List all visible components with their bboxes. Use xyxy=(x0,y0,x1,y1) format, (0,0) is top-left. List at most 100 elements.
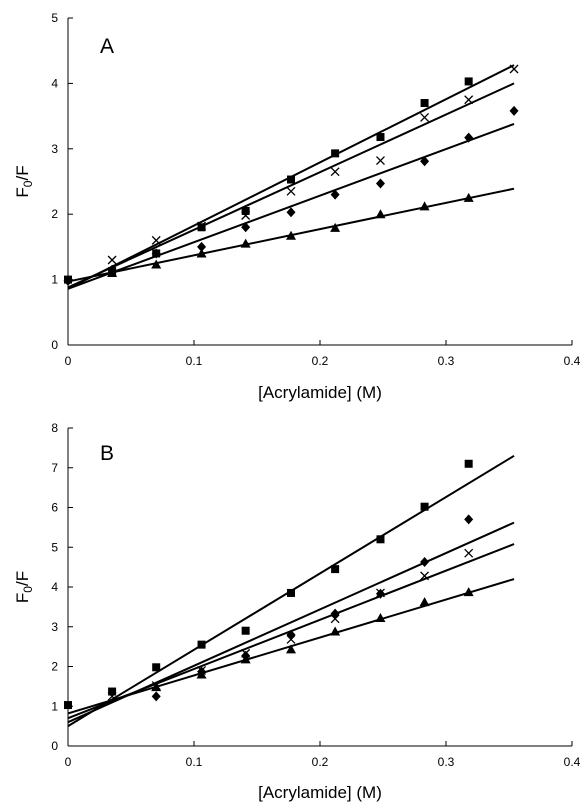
data-point xyxy=(375,178,385,189)
data-point xyxy=(376,156,385,166)
data-point-stroke xyxy=(286,635,296,644)
x-tick-label: 0.4 xyxy=(564,755,581,769)
data-point-stroke xyxy=(330,614,340,624)
data-point xyxy=(420,502,429,511)
data-point-stroke xyxy=(241,211,251,220)
series-triangle xyxy=(67,578,515,715)
data-point-stroke xyxy=(107,255,117,265)
y-axis-label-main: F xyxy=(13,187,32,197)
data-point-stroke xyxy=(420,571,430,581)
data-point-stroke xyxy=(107,691,117,701)
data-point xyxy=(241,648,251,658)
data-point xyxy=(420,571,430,581)
series-x xyxy=(67,64,519,289)
y-tick-label: 1 xyxy=(51,273,58,287)
y-axis-label-main: F xyxy=(13,593,32,603)
series-diamond xyxy=(63,105,519,290)
data-point xyxy=(376,588,385,598)
data-point xyxy=(330,222,341,232)
y-tick-label: 0 xyxy=(51,739,58,753)
data-point xyxy=(420,556,430,567)
data-point xyxy=(330,189,340,200)
data-point xyxy=(287,175,296,184)
data-point xyxy=(151,682,162,692)
data-point xyxy=(241,626,250,635)
data-point xyxy=(463,192,474,202)
data-point xyxy=(331,565,340,574)
data-point xyxy=(241,211,251,220)
data-point-stroke xyxy=(151,235,161,245)
data-point xyxy=(464,514,474,525)
data-point xyxy=(509,64,519,74)
series-x xyxy=(67,543,515,720)
data-point xyxy=(151,691,161,702)
data-point xyxy=(286,644,297,654)
data-point xyxy=(151,248,161,259)
data-point xyxy=(464,548,474,558)
data-point xyxy=(64,701,72,710)
data-point xyxy=(197,241,207,252)
data-point-stroke xyxy=(420,112,430,122)
data-point xyxy=(330,167,340,177)
y-tick-label: 0 xyxy=(51,338,58,352)
data-point xyxy=(463,587,474,597)
x-axis-label: [Acrylamide] (M) xyxy=(258,383,382,402)
y-tick-label: 1 xyxy=(51,699,58,713)
data-point xyxy=(286,207,296,218)
x-tick-label: 0.2 xyxy=(312,354,329,368)
data-point xyxy=(420,156,430,167)
data-point xyxy=(197,640,206,649)
y-tick-label: 3 xyxy=(51,142,58,156)
data-point xyxy=(107,268,118,278)
fit-line xyxy=(67,123,515,290)
series-square xyxy=(64,64,515,290)
data-point xyxy=(375,613,386,623)
data-point xyxy=(152,663,161,672)
data-point xyxy=(464,132,474,143)
y-tick-label: 5 xyxy=(51,11,58,25)
data-point xyxy=(419,597,430,607)
data-point-stroke xyxy=(330,167,340,177)
y-axis-label: F0/F xyxy=(13,165,35,197)
y-axis-label-tail: /F xyxy=(13,165,32,180)
y-axis-label-sub: 0 xyxy=(21,180,35,187)
data-point xyxy=(241,222,251,233)
x-tick-label: 0.3 xyxy=(438,755,455,769)
x-tick-label: 0 xyxy=(65,354,72,368)
data-point xyxy=(330,614,340,624)
data-point-stroke xyxy=(241,648,251,658)
x-tick-label: 0.1 xyxy=(186,354,203,368)
data-point xyxy=(108,687,117,696)
data-point-stroke xyxy=(464,95,474,105)
data-point xyxy=(331,149,340,158)
data-point xyxy=(196,669,207,679)
data-point xyxy=(240,238,251,248)
data-point xyxy=(107,255,117,265)
series-square xyxy=(64,454,515,727)
fit-line xyxy=(67,82,515,289)
y-tick-label: 3 xyxy=(51,620,58,634)
y-tick-label: 4 xyxy=(51,76,58,90)
y-tick-label: 7 xyxy=(51,461,58,475)
fit-line xyxy=(67,543,515,720)
y-tick-label: 4 xyxy=(51,580,58,594)
data-point-stroke xyxy=(464,548,474,558)
data-point-stroke xyxy=(376,588,385,598)
x-tick-label: 0.4 xyxy=(564,354,581,368)
data-point xyxy=(287,588,296,597)
data-point xyxy=(286,230,297,240)
data-point xyxy=(240,654,251,664)
data-point xyxy=(196,248,207,258)
data-point xyxy=(420,112,430,122)
data-point xyxy=(286,186,296,196)
data-point xyxy=(420,99,429,108)
data-point xyxy=(330,626,341,636)
panel-label: A xyxy=(100,35,114,58)
x-tick-label: 0.3 xyxy=(438,354,455,368)
x-axis-label: [Acrylamide] (M) xyxy=(258,783,382,802)
data-point xyxy=(509,105,519,116)
data-point xyxy=(376,133,385,142)
y-axis-label: F0/F xyxy=(13,571,35,603)
